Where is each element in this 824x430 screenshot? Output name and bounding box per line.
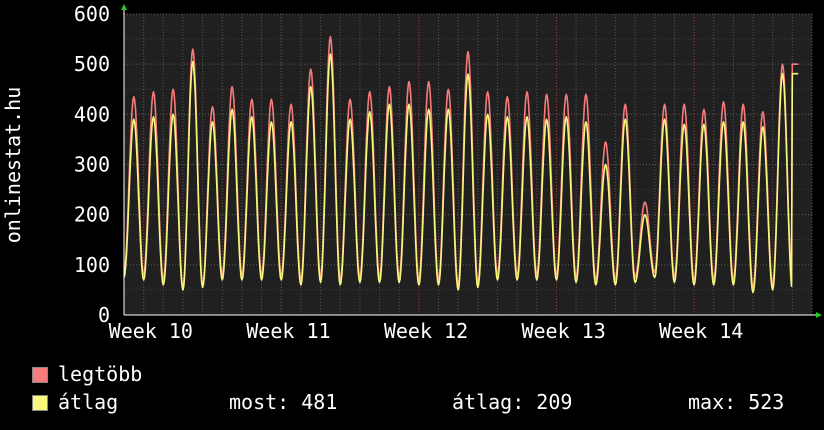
legend-swatch-avg bbox=[32, 395, 48, 411]
stat-max: max: 523 bbox=[688, 390, 785, 414]
x-tick-label: Week 14 bbox=[659, 319, 743, 343]
x-tick-label: Week 13 bbox=[521, 319, 605, 343]
tick-labels: 0 100 200 300 400 500 600 Week 10 Week 11 Week 12… bbox=[74, 2, 743, 343]
x-tick-label: Week 11 bbox=[246, 319, 330, 343]
y-axis-label: onlinestat.hu bbox=[1, 87, 25, 244]
stat-now: most: 481 bbox=[229, 390, 338, 414]
y-tick-label: 600 bbox=[74, 2, 110, 26]
y-tick-label: 200 bbox=[74, 203, 110, 227]
y-tick-label: 400 bbox=[74, 102, 110, 126]
legend-label-max: legtöbb bbox=[58, 362, 143, 386]
grid bbox=[123, 13, 813, 316]
y-tick-label: 300 bbox=[74, 153, 110, 177]
y-tick-label: 0 bbox=[98, 303, 110, 327]
x-axis-arrow bbox=[816, 312, 822, 318]
legend-label-avg: átlag bbox=[58, 390, 119, 414]
y-axis-arrow bbox=[121, 4, 127, 10]
axes bbox=[121, 4, 822, 318]
x-tick-label: Week 10 bbox=[109, 319, 193, 343]
series-lines bbox=[123, 35, 799, 294]
legend-swatch-max bbox=[32, 367, 48, 383]
x-tick-label: Week 12 bbox=[384, 319, 468, 343]
y-tick-label: 500 bbox=[74, 52, 110, 76]
y-tick-label: 100 bbox=[74, 253, 110, 277]
series-line-átlag bbox=[123, 53, 799, 294]
stat-avg: átlag: 209 bbox=[452, 390, 573, 414]
